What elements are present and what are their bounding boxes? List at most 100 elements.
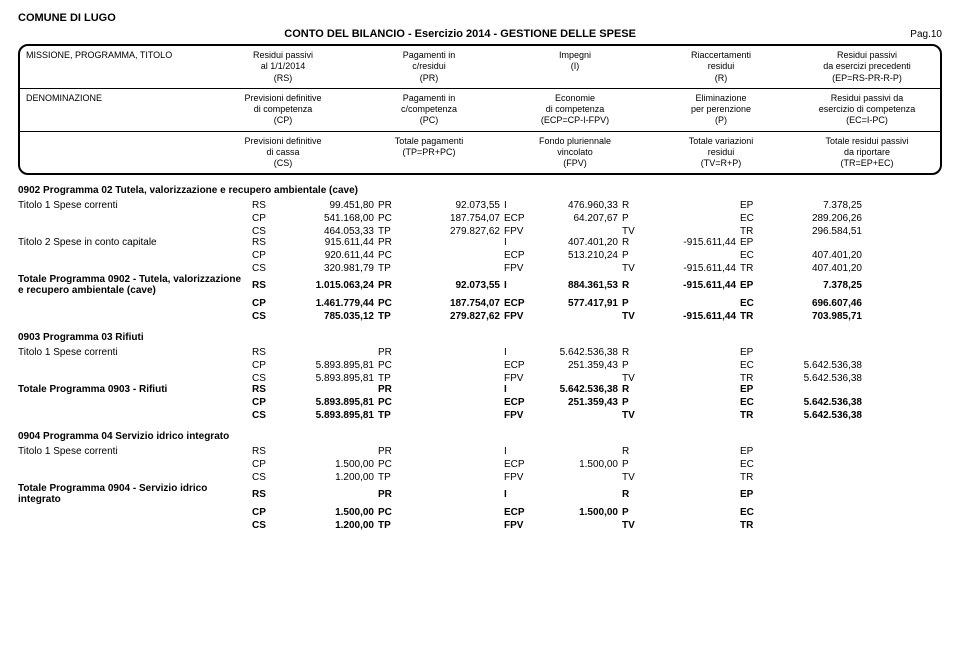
code-EC: EC	[740, 459, 768, 470]
code-PC: PC	[378, 360, 406, 371]
code-ECP: ECP	[504, 507, 524, 518]
code-TP: TP	[378, 226, 406, 237]
code-TP: TP	[378, 311, 406, 322]
value-I: 884.361,53	[528, 280, 618, 291]
code-CS: CS	[252, 226, 280, 237]
code-I: I	[504, 200, 524, 211]
code-RS: RS	[252, 384, 280, 395]
code-PR: PR	[378, 280, 406, 291]
hdr-r3c2: Totale pagamenti(TP=PR+PC)	[356, 132, 502, 174]
hdr-r1c5: Residui passivida esercizi precedenti(EP…	[794, 46, 940, 89]
code-CS: CS	[252, 373, 280, 384]
code-TP: TP	[378, 263, 406, 274]
header-left-1: MISSIONE, PROGRAMMA, TITOLO	[20, 46, 210, 89]
code-RS: RS	[252, 237, 280, 248]
code-P: P	[622, 360, 642, 371]
row-label: Totale Programma 0902 - Tutela, valorizz…	[18, 274, 248, 296]
code-FPV: FPV	[504, 226, 524, 237]
code-FPV: FPV	[504, 472, 524, 483]
value-TV: -915.611,44	[646, 311, 736, 322]
code-PC: PC	[378, 507, 406, 518]
code-PC: PC	[378, 213, 406, 224]
value-ECP: 1.500,00	[528, 459, 618, 470]
code-TP: TP	[378, 472, 406, 483]
code-PR: PR	[378, 347, 406, 358]
code-ECP: ECP	[504, 213, 524, 224]
value-PC: 187.754,07	[410, 298, 500, 309]
code-TR: TR	[740, 373, 768, 384]
code-P: P	[622, 507, 642, 518]
value-TP: 279.827,62	[410, 311, 500, 322]
value-I: 476.960,33	[528, 200, 618, 211]
code-CS: CS	[252, 472, 280, 483]
hdr-r2c1: Previsioni definitivedi competenza(CP)	[210, 89, 356, 132]
report-title-row: CONTO DEL BILANCIO - Esercizio 2014 - GE…	[18, 28, 942, 40]
code-CP: CP	[252, 298, 280, 309]
value-EC: 5.642.536,38	[772, 360, 862, 371]
code-P: P	[622, 213, 642, 224]
code-P: P	[622, 397, 642, 408]
code-TP: TP	[378, 520, 406, 531]
code-ECP: ECP	[504, 459, 524, 470]
code-PR: PR	[378, 200, 406, 211]
code-R: R	[622, 384, 642, 395]
code-FPV: FPV	[504, 311, 524, 322]
code-EC: EC	[740, 507, 768, 518]
code-TR: TR	[740, 226, 768, 237]
value-ECP: 577.417,91	[528, 298, 618, 309]
value-TR: 5.642.536,38	[772, 410, 862, 421]
code-TR: TR	[740, 472, 768, 483]
code-P: P	[622, 298, 642, 309]
value-TR: 407.401,20	[772, 263, 862, 274]
value-CS: 320.981,79	[284, 263, 374, 274]
report-title: CONTO DEL BILANCIO - Esercizio 2014 - GE…	[18, 28, 902, 40]
row-label: Totale Programma 0904 - Servizio idrico …	[18, 483, 248, 505]
value-I: 407.401,20	[528, 237, 618, 248]
code-RS: RS	[252, 446, 280, 457]
value-RS: 99.451,80	[284, 200, 374, 211]
hdr-r3c1: Previsioni definitivedi cassa(CS)	[210, 132, 356, 174]
code-EC: EC	[740, 360, 768, 371]
hdr-r2c2: Pagamenti inc/competenza(PC)	[356, 89, 502, 132]
code-RS: RS	[252, 280, 280, 291]
code-CP: CP	[252, 360, 280, 371]
code-R: R	[622, 280, 642, 291]
value-CP: 5.893.895,81	[284, 360, 374, 371]
code-TR: TR	[740, 520, 768, 531]
value-EC: 407.401,20	[772, 250, 862, 261]
hdr-r2c3: Economiedi competenza(ECP=CP-I-FPV)	[502, 89, 648, 132]
section-title: 0903 Programma 03 Rifiuti	[18, 332, 942, 343]
value-CP: 541.168,00	[284, 213, 374, 224]
code-PC: PC	[378, 397, 406, 408]
value-CS: 5.893.895,81	[284, 410, 374, 421]
value-EC: 696.607,46	[772, 298, 862, 309]
hdr-r1c3: Impegni(I)	[502, 46, 648, 89]
code-EP: EP	[740, 489, 768, 500]
value-RS: 915.611,44	[284, 237, 374, 248]
row-label: Titolo 1 Spese correnti	[18, 347, 248, 358]
value-R: -915.611,44	[646, 237, 736, 248]
value-R: -915.611,44	[646, 280, 736, 291]
code-EP: EP	[740, 200, 768, 211]
code-PC: PC	[378, 459, 406, 470]
value-CP: 1.500,00	[284, 507, 374, 518]
code-R: R	[622, 200, 642, 211]
code-I: I	[504, 280, 524, 291]
data-row: Titolo 1 Spese correntiRSPRI5.642.536,38…	[18, 347, 942, 384]
value-PR: 92.073,55	[410, 200, 500, 211]
code-ECP: ECP	[504, 360, 524, 371]
code-FPV: FPV	[504, 410, 524, 421]
code-TR: TR	[740, 263, 768, 274]
comune-title: COMUNE DI LUGO	[18, 12, 942, 24]
code-P: P	[622, 459, 642, 470]
code-EC: EC	[740, 298, 768, 309]
code-CS: CS	[252, 520, 280, 531]
header-left-2: DENOMINAZIONE	[20, 89, 210, 132]
hdr-r3c3: Fondo pluriennalevincolato(FPV)	[502, 132, 648, 174]
code-ECP: ECP	[504, 298, 524, 309]
code-TP: TP	[378, 410, 406, 421]
value-I: 5.642.536,38	[528, 384, 618, 395]
row-label: Titolo 2 Spese in conto capitale	[18, 237, 248, 248]
value-ECP: 513.210,24	[528, 250, 618, 261]
row-label: Titolo 1 Spese correnti	[18, 446, 248, 457]
